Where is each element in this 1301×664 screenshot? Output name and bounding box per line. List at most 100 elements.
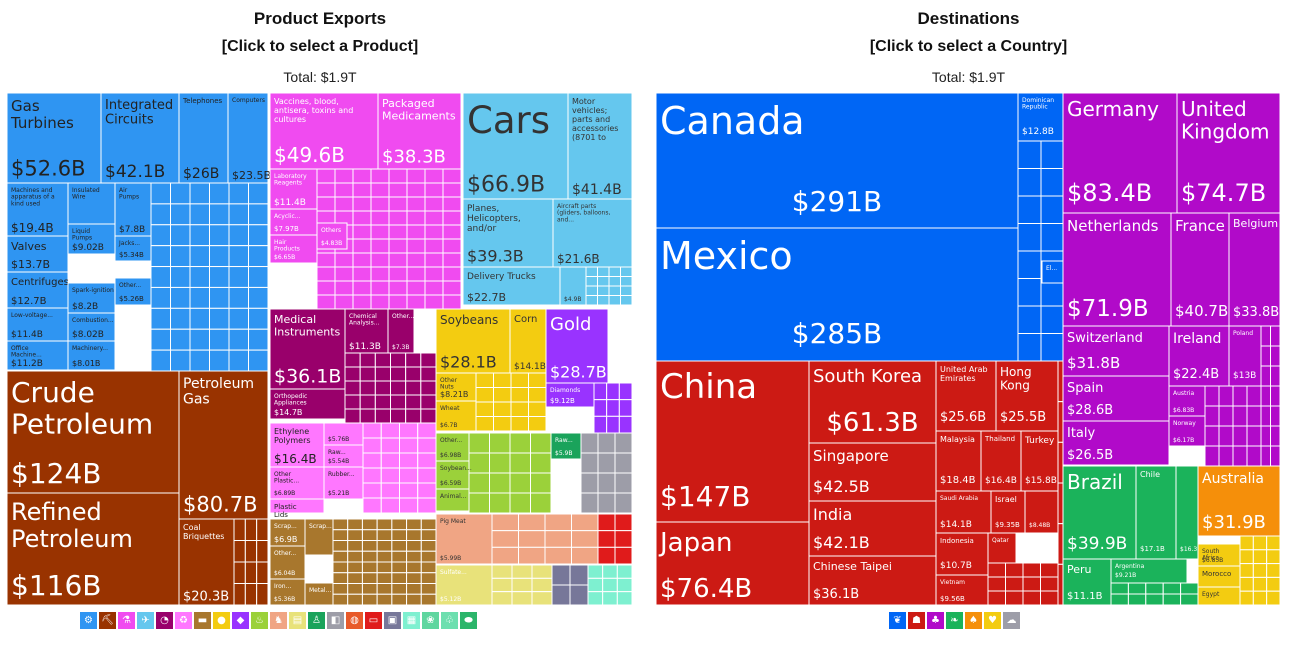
- small-tiles-cluster[interactable]: [1110, 582, 1199, 606]
- tile-canada[interactable]: Canada$291B: [655, 92, 1019, 229]
- animal-hides-icon[interactable]: ◍: [346, 612, 363, 629]
- tile-india[interactable]: India$42.1B: [808, 500, 937, 557]
- tile-refined-petroleum[interactable]: Refined Petroleum$116B: [6, 492, 180, 606]
- tile-south-korea[interactable]: South Korea$61.3B: [808, 360, 937, 444]
- small-tiles-cluster[interactable]: [362, 422, 437, 514]
- tile-rubber[interactable]: Rubber...$5.21B: [323, 466, 364, 500]
- tile-austria[interactable]: Austria$6.83B: [1168, 385, 1206, 417]
- tile-computers[interactable]: Computers$23.5B: [227, 92, 271, 184]
- small-tiles-cluster[interactable]: [332, 518, 437, 606]
- tile-5-76b[interactable]: $5.76B: [323, 422, 364, 446]
- select-product-link[interactable]: [Click to select a Product]: [221, 38, 419, 55]
- tile-combustion[interactable]: Combustion...$8.02B: [67, 312, 116, 342]
- tile-egypt[interactable]: Egypt: [1197, 586, 1241, 606]
- small-tiles-cluster[interactable]: [580, 432, 633, 514]
- tile-8-48b[interactable]: $8.48B: [1024, 490, 1059, 534]
- tile-ireland[interactable]: Ireland$22.4B: [1168, 325, 1230, 387]
- tile-south-africa[interactable]: South Africa$6.85B: [1197, 543, 1241, 567]
- paper-icon[interactable]: ▤: [289, 612, 306, 629]
- tile-israel[interactable]: Israel$9.35B: [990, 490, 1026, 534]
- tile-crude-petroleum[interactable]: Crude Petroleum$124B: [6, 370, 180, 494]
- small-tiles-cluster[interactable]: [585, 266, 633, 306]
- tile-malaysia[interactable]: Malaysia$18.4B: [935, 430, 982, 492]
- tile-petroleum-gas[interactable]: Petroleum Gas$80.7B: [178, 370, 269, 520]
- small-tiles-cluster[interactable]: [150, 182, 269, 372]
- tile-liquid-pumps[interactable]: Liquid Pumps$9.02B: [67, 223, 116, 255]
- tile-gas-turbines[interactable]: Gas Turbines$52.6B: [6, 92, 102, 184]
- tile-corn[interactable]: Corn$14.1B: [509, 308, 547, 374]
- tile-scrap[interactable]: Scrap...$6.9B: [269, 518, 306, 547]
- weapons-icon[interactable]: ▭: [365, 612, 382, 629]
- tile-motor-vehicles-parts-and-accessories-8701-to-8705[interactable]: Motor vehicles; parts and accessories (8701 …: [567, 92, 633, 200]
- tile-japan[interactable]: Japan$76.4B: [655, 521, 810, 606]
- small-tiles-cluster[interactable]: [1017, 140, 1065, 362]
- tile-office-machine[interactable]: Office Machine...$11.2B: [6, 340, 69, 371]
- south-america-icon[interactable]: ❧: [946, 612, 963, 629]
- tile-jacks[interactable]: Jacks...$5.34B: [114, 235, 152, 262]
- tile-chemical-analysis[interactable]: Chemical Analysis...$11.3B: [344, 308, 389, 354]
- tile-vietnam[interactable]: Vietnam$9.56B: [935, 574, 989, 606]
- tile-qatar[interactable]: Qatar: [987, 532, 1017, 564]
- tile-machinery[interactable]: Machinery...$8.01B: [67, 340, 116, 371]
- tile-hair-products[interactable]: Hair Products$6.65B: [269, 234, 318, 264]
- tile-france[interactable]: France$40.7B: [1170, 212, 1230, 327]
- tile-iron[interactable]: Iron...$5.36B: [269, 578, 306, 606]
- small-tiles-cluster[interactable]: [1057, 360, 1064, 606]
- tile-indonesia[interactable]: Indonesia$10.7B: [935, 532, 989, 576]
- tile-chinese-taipei[interactable]: Chinese Taipei$36.1B: [808, 555, 937, 606]
- small-tiles-cluster[interactable]: [344, 352, 437, 424]
- tile-australia[interactable]: Australia$31.9B: [1197, 465, 1281, 537]
- small-tiles-cluster[interactable]: [233, 518, 269, 606]
- tile-medical-instruments[interactable]: Medical Instruments$36.1B: [269, 308, 346, 390]
- foodstuffs-icon[interactable]: ♨: [251, 612, 268, 629]
- tile-centrifuges[interactable]: Centrifuges$12.7B: [6, 271, 69, 309]
- small-tiles-cluster[interactable]: [316, 168, 462, 310]
- tile-telephones[interactable]: Telephones$26B: [178, 92, 229, 184]
- textiles-icon[interactable]: ♙: [308, 612, 325, 629]
- small-tiles-cluster[interactable]: [1239, 535, 1281, 606]
- wood-icon[interactable]: ♧: [441, 612, 458, 629]
- small-tiles-cluster[interactable]: [551, 564, 589, 606]
- small-tiles-cluster[interactable]: [1204, 385, 1262, 467]
- tile-other[interactable]: Other...$6.98B: [435, 432, 470, 462]
- small-tiles-cluster[interactable]: [593, 382, 633, 434]
- select-country-link[interactable]: [Click to select a Country]: [869, 38, 1068, 55]
- tile-raw[interactable]: Raw...$5.54B: [323, 444, 364, 468]
- tile-integrated-circuits[interactable]: Integrated Circuits$42.1B: [100, 92, 180, 184]
- tile-low-voltage[interactable]: Low-voltage...$11.4B: [6, 307, 69, 342]
- tile-laboratory-reagents[interactable]: Laboratory Reagents$11.4B: [269, 168, 318, 210]
- footwear-icon[interactable]: ⬬: [460, 612, 477, 629]
- tile-acyclic[interactable]: Acyclic...$7.97B: [269, 208, 318, 236]
- tile-saudi-arabia[interactable]: Saudi Arabia$14.1B: [935, 490, 992, 534]
- tile-other-nuts[interactable]: Other Nuts$8.21B: [435, 372, 477, 402]
- tile-delivery-trucks[interactable]: Delivery Trucks$22.7B: [462, 266, 561, 306]
- tile-others[interactable]: Others$4.83B: [316, 222, 348, 250]
- small-tiles-cluster[interactable]: [468, 432, 552, 514]
- tile-soybean[interactable]: Soybean...$6.59B: [435, 460, 472, 490]
- tile-machines-and-apparatus-of-a-kind-used-solely-or[interactable]: Machines and apparatus of a kind used$19.4…: [6, 182, 69, 237]
- instruments-icon[interactable]: ◔: [156, 612, 173, 629]
- tile-orthopedic-appliances[interactable]: Orthopedic Appliances$14.7B: [269, 388, 346, 420]
- tile-morocco[interactable]: Morocco: [1197, 565, 1241, 588]
- tile-4-9b[interactable]: $4.9B: [559, 266, 587, 306]
- europe-icon[interactable]: ♣: [927, 612, 944, 629]
- tile-turkey[interactable]: Turkey$15.8B: [1020, 430, 1059, 492]
- tile-aircraft-parts-gliders-balloons-and[interactable]: Aircraft parts (gliders, balloons, and...$…: [552, 198, 633, 268]
- tile-china[interactable]: China$147B: [655, 360, 810, 523]
- tile-dominican-republic[interactable]: Dominican Republic$12.8B: [1017, 92, 1065, 142]
- tile-valves[interactable]: Valves$13.7B: [6, 235, 69, 273]
- chemicals-icon[interactable]: ⚗: [118, 612, 135, 629]
- stone-icon[interactable]: ◧: [327, 612, 344, 629]
- other-icon[interactable]: ☁: [1003, 612, 1020, 629]
- tile-netherlands[interactable]: Netherlands$71.9B: [1062, 212, 1172, 327]
- small-tiles-cluster[interactable]: [475, 372, 547, 432]
- minerals-icon[interactable]: ⛏: [99, 612, 116, 629]
- tile-packaged-medicaments[interactable]: Packaged Medicaments$38.3B: [377, 92, 462, 170]
- tile-scrap[interactable]: Scrap...: [304, 518, 334, 556]
- tile-air-pumps[interactable]: Air Pumps$7.8B: [114, 182, 152, 237]
- tile-animal[interactable]: Animal...: [435, 488, 470, 512]
- tile-spain[interactable]: Spain$28.6B: [1062, 375, 1170, 422]
- tile-el[interactable]: El...: [1041, 260, 1065, 284]
- small-tiles-cluster[interactable]: [491, 513, 599, 565]
- vehicles-icon[interactable]: ✈: [137, 612, 154, 629]
